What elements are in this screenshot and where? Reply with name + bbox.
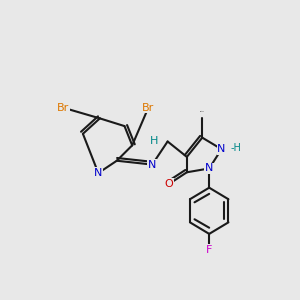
Text: N: N [148, 160, 156, 170]
Text: N: N [94, 168, 103, 178]
Text: N: N [217, 144, 226, 154]
Text: N: N [205, 164, 213, 173]
Text: Br: Br [142, 103, 154, 112]
Text: F: F [206, 245, 212, 255]
Text: methyl: methyl [200, 111, 205, 112]
Text: H: H [150, 136, 158, 146]
Text: Br: Br [57, 103, 69, 112]
Text: O: O [165, 179, 173, 189]
Text: -H: -H [231, 143, 242, 153]
